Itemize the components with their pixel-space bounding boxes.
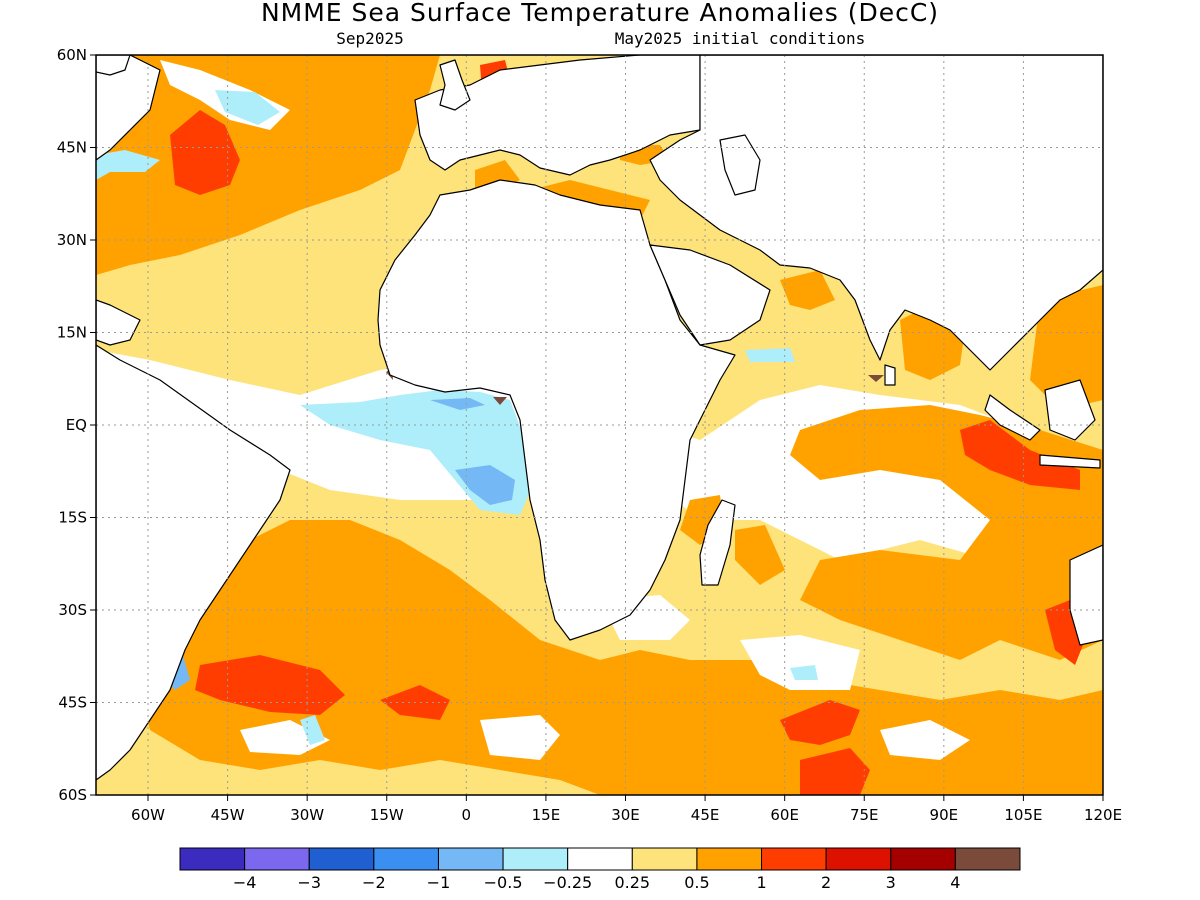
- colorbar-tick-label: −3: [297, 873, 321, 892]
- lat-tick-label: 30N: [57, 231, 87, 249]
- lat-tick-label: 45S: [58, 694, 87, 712]
- warm-anomaly-mozambique-channel: [680, 495, 785, 585]
- lat-tick-label: 45N: [57, 139, 87, 157]
- lat-tick-label: 30S: [58, 601, 87, 619]
- neutral-region-southern-ocean: [240, 595, 970, 760]
- colorbar-swatch: [954, 847, 1021, 871]
- colorbar-swatch: [179, 847, 246, 871]
- colorbar-tick-label: 1: [756, 873, 766, 892]
- lon-tick-label: 120E: [1084, 806, 1122, 824]
- land-north-america: [96, 55, 161, 346]
- colorbar-tick-label: 0.5: [684, 873, 709, 892]
- colorbar-swatch: [631, 847, 698, 871]
- lat-tick-label: 15N: [57, 324, 87, 342]
- lat-tick-label: 60N: [57, 46, 87, 64]
- colorbar-swatch: [244, 847, 310, 871]
- colorbar-tick-label: 4: [950, 873, 960, 892]
- lon-tick-label: 75E: [850, 806, 879, 824]
- cool-anomaly-gulf-of-guinea: [430, 398, 515, 505]
- land-masses: [96, 55, 1103, 781]
- lon-tick-label: 0: [462, 806, 472, 824]
- colorbar-swatch: [567, 847, 633, 871]
- colorbar-swatch: [308, 847, 375, 871]
- initial-conditions-label: May2025 initial conditions: [615, 29, 865, 48]
- strong-warm-anomaly-southern-indian: [780, 700, 870, 795]
- lon-tick-label: 15W: [370, 806, 404, 824]
- lon-tick-label: 90E: [930, 806, 959, 824]
- lon-tick-label: 45E: [691, 806, 720, 824]
- target-month-label: Sep2025: [336, 29, 403, 48]
- latitude-axis: 60N 45N 30N 15N EQ 15S 30S 45S 60S: [57, 46, 96, 804]
- land-asia: [649, 55, 1103, 371]
- weak-cool-anomaly-arabian-sea: [745, 348, 795, 362]
- colorbar-swatch: [502, 847, 569, 871]
- lon-tick-label: 60W: [131, 806, 165, 824]
- colorbar-tick-label: 0.25: [614, 873, 650, 892]
- figure-title: NMME Sea Surface Temperature Anomalies (…: [261, 0, 939, 27]
- cool-anomaly-newfoundland: [96, 150, 160, 180]
- warm-anomaly-south-atlantic: [140, 520, 1103, 795]
- longitude-axis: 60W 45W 30W 15W 0 15E 30E 45E 60E 75E 90E 105E 120E: [131, 795, 1122, 824]
- colorbar-swatch: [825, 847, 892, 871]
- colorbar-tick-label: −4: [233, 873, 257, 892]
- colorbar-tick-label: 2: [821, 873, 831, 892]
- colorbar-tick-label: −0.25: [543, 873, 592, 892]
- strong-warm-anomaly-north-atlantic: [170, 110, 240, 195]
- land-indonesia: [984, 379, 1101, 469]
- colorbar-tick-label: −0.5: [484, 873, 523, 892]
- land-sri-lanka: [884, 364, 896, 386]
- colorbar: −4 −3 −2 −1 −0.5 −0.25 0.25 0.5 1 2 3 4: [179, 847, 1021, 892]
- lon-tick-label: 30E: [611, 806, 640, 824]
- colorbar-swatch: [890, 847, 956, 871]
- land-arabia: [649, 244, 771, 346]
- colorbar-swatch: [761, 847, 827, 871]
- lon-tick-label: 105E: [1004, 806, 1042, 824]
- lat-tick-label: 15S: [58, 509, 87, 527]
- cool-anomaly-labrador: [215, 90, 280, 125]
- land-greenland: [96, 55, 131, 76]
- land-europe: [414, 55, 701, 176]
- warm-anomaly-north-atlantic: [96, 55, 440, 275]
- warm-anomaly-mediterranean: [475, 145, 670, 225]
- lat-tick-label: 60S: [58, 786, 87, 804]
- land-madagascar: [699, 499, 736, 586]
- land-caspian-outline: [719, 134, 761, 196]
- lon-tick-label: 45W: [211, 806, 245, 824]
- colorbar-tick-label: −1: [427, 873, 451, 892]
- neutral-region-indian-ocean: [810, 475, 925, 535]
- sst-anomaly-field: [96, 55, 1103, 795]
- lon-tick-label: 60E: [770, 806, 799, 824]
- strong-warm-anomaly-sumatra: [960, 420, 1080, 490]
- colorbar-tick-label: −2: [362, 873, 386, 892]
- colorbar-swatch: [373, 847, 439, 871]
- lon-tick-label: 30W: [290, 806, 324, 824]
- colorbar-swatch: [437, 847, 504, 871]
- land-australia: [1069, 544, 1103, 646]
- lat-tick-label: EQ: [66, 416, 87, 434]
- warm-anomaly-arabian-sea: [780, 270, 835, 310]
- colorbar-tick-label: 3: [886, 873, 896, 892]
- colorbar-swatch: [696, 847, 763, 871]
- land-great-britain: [439, 59, 471, 111]
- land-africa: [377, 179, 736, 641]
- lon-tick-label: 15E: [532, 806, 561, 824]
- land-south-america: [96, 344, 291, 781]
